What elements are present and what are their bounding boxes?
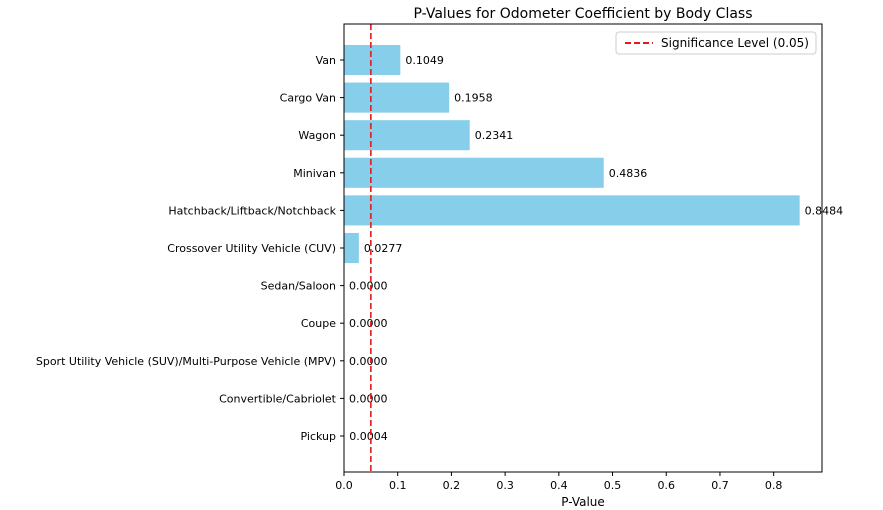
y-tick-label: Sport Utility Vehicle (SUV)/Multi-Purpos…	[36, 355, 336, 368]
chart-title: P-Values for Odometer Coefficient by Bod…	[413, 6, 752, 22]
y-tick-label: Cargo Van	[280, 92, 336, 105]
bar-value-label: 0.0004	[349, 430, 388, 443]
bar-value-label: 0.1049	[405, 54, 444, 67]
bar	[344, 157, 604, 188]
bar	[344, 120, 470, 151]
x-tick-label: 0.4	[550, 479, 568, 492]
x-tick-label: 0.5	[604, 479, 622, 492]
bar-value-label: 0.8484	[805, 204, 844, 217]
x-tick-label: 0.3	[496, 479, 514, 492]
legend-box	[615, 31, 817, 55]
bar	[344, 232, 359, 264]
bar	[344, 195, 800, 226]
bar-value-label: 0.0000	[349, 280, 388, 293]
bar-value-label: 0.0000	[349, 317, 388, 330]
x-axis-ticks: 0.0 0.1 0.2 0.3 0.4 0.5 0.6 0.7 0.8	[335, 472, 782, 492]
legend: Significance Level (0.05)	[615, 31, 817, 55]
x-tick-label: 0.2	[443, 479, 461, 492]
y-tick-label: Sedan/Saloon	[261, 280, 336, 293]
bar-value-label: 0.2341	[475, 129, 514, 142]
bar-value-label: 0.1958	[454, 92, 493, 105]
x-axis-label: P-Value	[561, 495, 605, 509]
y-tick-label: Coupe	[301, 317, 336, 330]
y-tick-label: Pickup	[301, 430, 336, 443]
y-tick-label: Crossover Utility Vehicle (CUV)	[167, 242, 336, 255]
x-tick-label: 0.0	[335, 479, 353, 492]
plot-frame	[343, 23, 823, 473]
bar-value-label: 0.0277	[364, 242, 403, 255]
y-tick-label: Van	[316, 54, 336, 67]
bar-value-label: 0.0000	[349, 392, 388, 405]
bar-value-label: 0.0000	[349, 355, 388, 368]
x-tick-label: 0.1	[389, 479, 407, 492]
legend-entry-significance: Significance Level (0.05)	[661, 36, 809, 50]
bar	[344, 82, 450, 113]
y-tick-label: Wagon	[298, 129, 336, 142]
bar-value-label: 0.4836	[609, 167, 648, 180]
y-tick-label: Minivan	[293, 167, 336, 180]
bars-layer: 0.1049 0.1958 0.2341 0.4836 0.8484 0.0277 0.00…	[344, 44, 844, 452]
y-tick-label: Convertible/Cabriolet	[219, 392, 337, 405]
x-tick-label: 0.6	[657, 479, 675, 492]
bar	[344, 44, 401, 76]
x-tick-label: 0.8	[765, 479, 783, 492]
x-tick-label: 0.7	[711, 479, 729, 492]
y-axis-ticks: Van Cargo Van Wagon Minivan Hatchback/Liftba…	[36, 54, 344, 443]
y-tick-label: Hatchback/Liftback/Notchback	[168, 204, 336, 217]
